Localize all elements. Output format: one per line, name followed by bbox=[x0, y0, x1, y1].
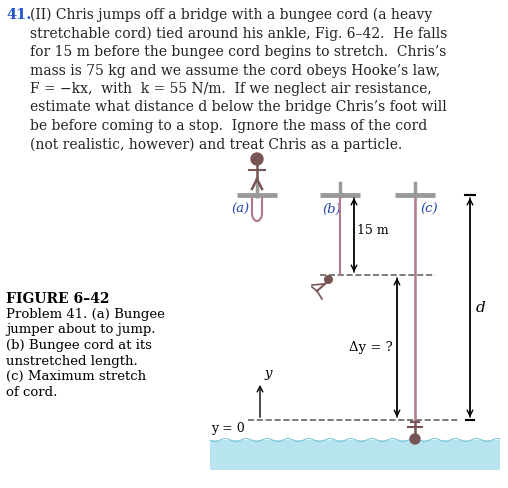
Text: y = 0: y = 0 bbox=[211, 422, 245, 435]
Text: Problem 41. (a) Bungee: Problem 41. (a) Bungee bbox=[6, 308, 165, 321]
Text: stretchable cord) tied around his ankle, Fig. 6–42.  He falls: stretchable cord) tied around his ankle,… bbox=[30, 26, 448, 41]
Text: unstretched length.: unstretched length. bbox=[6, 354, 138, 367]
Text: (not realistic, however) and treat Chris as a particle.: (not realistic, however) and treat Chris… bbox=[30, 138, 402, 152]
Text: for 15 m before the bungee cord begins to stretch.  Chris’s: for 15 m before the bungee cord begins t… bbox=[30, 45, 447, 59]
Text: (c) Maximum stretch: (c) Maximum stretch bbox=[6, 370, 146, 383]
Text: (b): (b) bbox=[322, 203, 341, 216]
Text: Δy = ?: Δy = ? bbox=[350, 341, 393, 354]
Text: be before coming to a stop.  Ignore the mass of the cord: be before coming to a stop. Ignore the m… bbox=[30, 119, 427, 133]
Text: 41.: 41. bbox=[6, 8, 31, 22]
Bar bbox=[210, 440, 500, 470]
Text: FIGURE 6–42: FIGURE 6–42 bbox=[6, 292, 110, 306]
Circle shape bbox=[410, 434, 420, 444]
Text: F = −kx,  with  k = 55 N/m.  If we neglect air resistance,: F = −kx, with k = 55 N/m. If we neglect … bbox=[30, 82, 432, 96]
Text: of cord.: of cord. bbox=[6, 386, 57, 399]
Text: (b) Bungee cord at its: (b) Bungee cord at its bbox=[6, 339, 152, 352]
Text: mass is 75 kg and we assume the cord obeys Hooke’s law,: mass is 75 kg and we assume the cord obe… bbox=[30, 63, 440, 78]
Text: jumper about to jump.: jumper about to jump. bbox=[6, 324, 155, 337]
Text: (c): (c) bbox=[420, 203, 437, 216]
Text: 15 m: 15 m bbox=[357, 224, 389, 237]
Text: estimate what distance d below the bridge Chris’s foot will: estimate what distance d below the bridg… bbox=[30, 101, 447, 115]
Text: (a): (a) bbox=[231, 203, 249, 216]
Text: (II) Chris jumps off a bridge with a bungee cord (a heavy: (II) Chris jumps off a bridge with a bun… bbox=[30, 8, 432, 22]
Text: d: d bbox=[476, 301, 486, 314]
Circle shape bbox=[251, 153, 263, 165]
Text: y: y bbox=[264, 367, 271, 380]
